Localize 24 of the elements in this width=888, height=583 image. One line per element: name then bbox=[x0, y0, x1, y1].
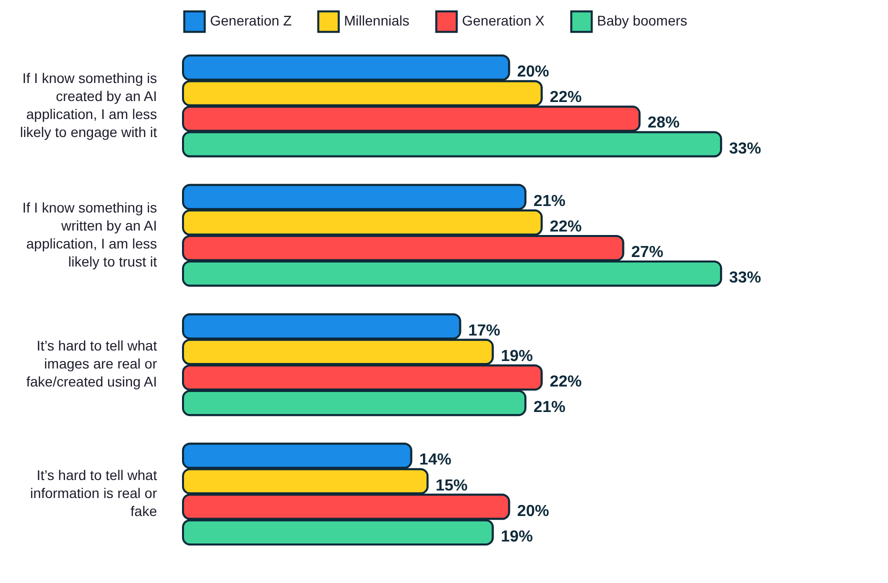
legend-label: Millennials bbox=[344, 12, 410, 29]
data-label: 20% bbox=[517, 64, 550, 81]
data-label: 21% bbox=[533, 193, 566, 210]
y-tick-label: If I know something is created by an AI application, I am less likely to engage with it bbox=[20, 70, 158, 140]
legend-label: Generation X bbox=[462, 12, 546, 29]
legend-label: Generation Z bbox=[210, 12, 292, 29]
data-label: 22% bbox=[550, 218, 582, 236]
y-tick-label: If I know something is written by an AI application, I am less likely to trust it bbox=[22, 199, 158, 270]
y-tick-label: It’s hard to tell what images are real or fake/created using AI bbox=[26, 338, 158, 390]
data-label: 28% bbox=[648, 114, 680, 132]
data-label: 21% bbox=[533, 398, 566, 416]
data-label: 33% bbox=[729, 140, 762, 158]
legend-label: Baby boomers bbox=[597, 12, 688, 29]
data-label: 33% bbox=[729, 270, 762, 287]
y-tick-label: It’s hard to tell what information is real or fake bbox=[30, 467, 158, 520]
data-label: 20% bbox=[517, 502, 550, 520]
data-label: 22% bbox=[550, 373, 582, 390]
data-label: 14% bbox=[419, 452, 452, 469]
data-label: 15% bbox=[436, 477, 468, 494]
data-label: 22% bbox=[550, 89, 582, 106]
data-label: 27% bbox=[631, 244, 664, 262]
data-label: 17% bbox=[468, 322, 500, 340]
data-label: 19% bbox=[500, 528, 533, 546]
data-label: 19% bbox=[500, 348, 533, 365]
